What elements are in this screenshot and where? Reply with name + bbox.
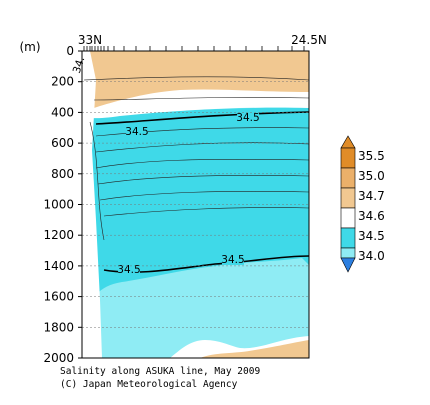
contour-label: 34.5 — [117, 264, 140, 276]
colorbar-label: 34.0 — [358, 249, 385, 263]
contour-label-group: 34.5 34.5 34.5 34.5 34. — [71, 55, 260, 276]
bottom-high-salinity — [200, 340, 309, 358]
y-tick-label: 600 — [51, 136, 74, 150]
colorbar-swatch — [340, 147, 356, 169]
colorbar-label: 35.5 — [358, 149, 385, 163]
colorbar-label: 34.6 — [358, 209, 385, 223]
colorbar-label: 34.5 — [358, 229, 385, 243]
y-unit-label: (m) — [19, 40, 40, 54]
plot-frame — [81, 50, 310, 359]
station-ticks — [83, 46, 305, 51]
colorbar-swatch — [340, 247, 356, 259]
x-label-right: 24.5N — [291, 33, 327, 47]
chart-title: Salinity along ASUKA line, May 2009 — [60, 366, 260, 377]
x-label-left: 33N — [78, 33, 102, 47]
y-tick-label: 1200 — [43, 228, 74, 242]
contour-label: 34. — [71, 55, 88, 75]
y-tick-label: 1600 — [43, 290, 74, 304]
y-gridlines — [82, 81, 309, 328]
y-tick-label: 1400 — [43, 259, 74, 273]
colorbar-swatch — [340, 227, 356, 249]
contour-lines — [83, 76, 309, 241]
credit-text: (C) Japan Meteorological Agency — [60, 379, 238, 390]
colorbar: 35.5 35.0 34.7 34.6 34.5 34.0 — [340, 135, 385, 273]
y-tick-label: 2000 — [43, 351, 74, 365]
y-tick-label: 0 — [66, 44, 74, 58]
colorbar-label: 34.7 — [358, 189, 385, 203]
y-tick-label: 800 — [51, 167, 74, 181]
high-salinity-layer — [82, 51, 309, 110]
colorbar-bottom-triangle — [340, 257, 356, 273]
y-tick-label: 1800 — [43, 320, 74, 334]
colorbar-top-triangle — [340, 135, 356, 149]
y-axis: 0 200 400 600 800 1000 1200 1400 1600 1800 2000 — [43, 44, 82, 365]
colorbar-swatch — [340, 187, 356, 209]
contour-label: 34.5 — [125, 126, 148, 138]
colorbar-label: 35.0 — [358, 169, 385, 183]
colorbar-swatch — [340, 207, 356, 229]
y-tick-label: 400 — [51, 105, 74, 119]
y-tick-label: 1000 — [43, 198, 74, 212]
thermocline-layer — [86, 107, 309, 300]
colorbar-swatch — [340, 167, 356, 189]
y-tick-label: 200 — [51, 75, 74, 89]
contour-label: 34.5 — [236, 112, 259, 124]
contour-label: 34.5 — [221, 254, 244, 266]
